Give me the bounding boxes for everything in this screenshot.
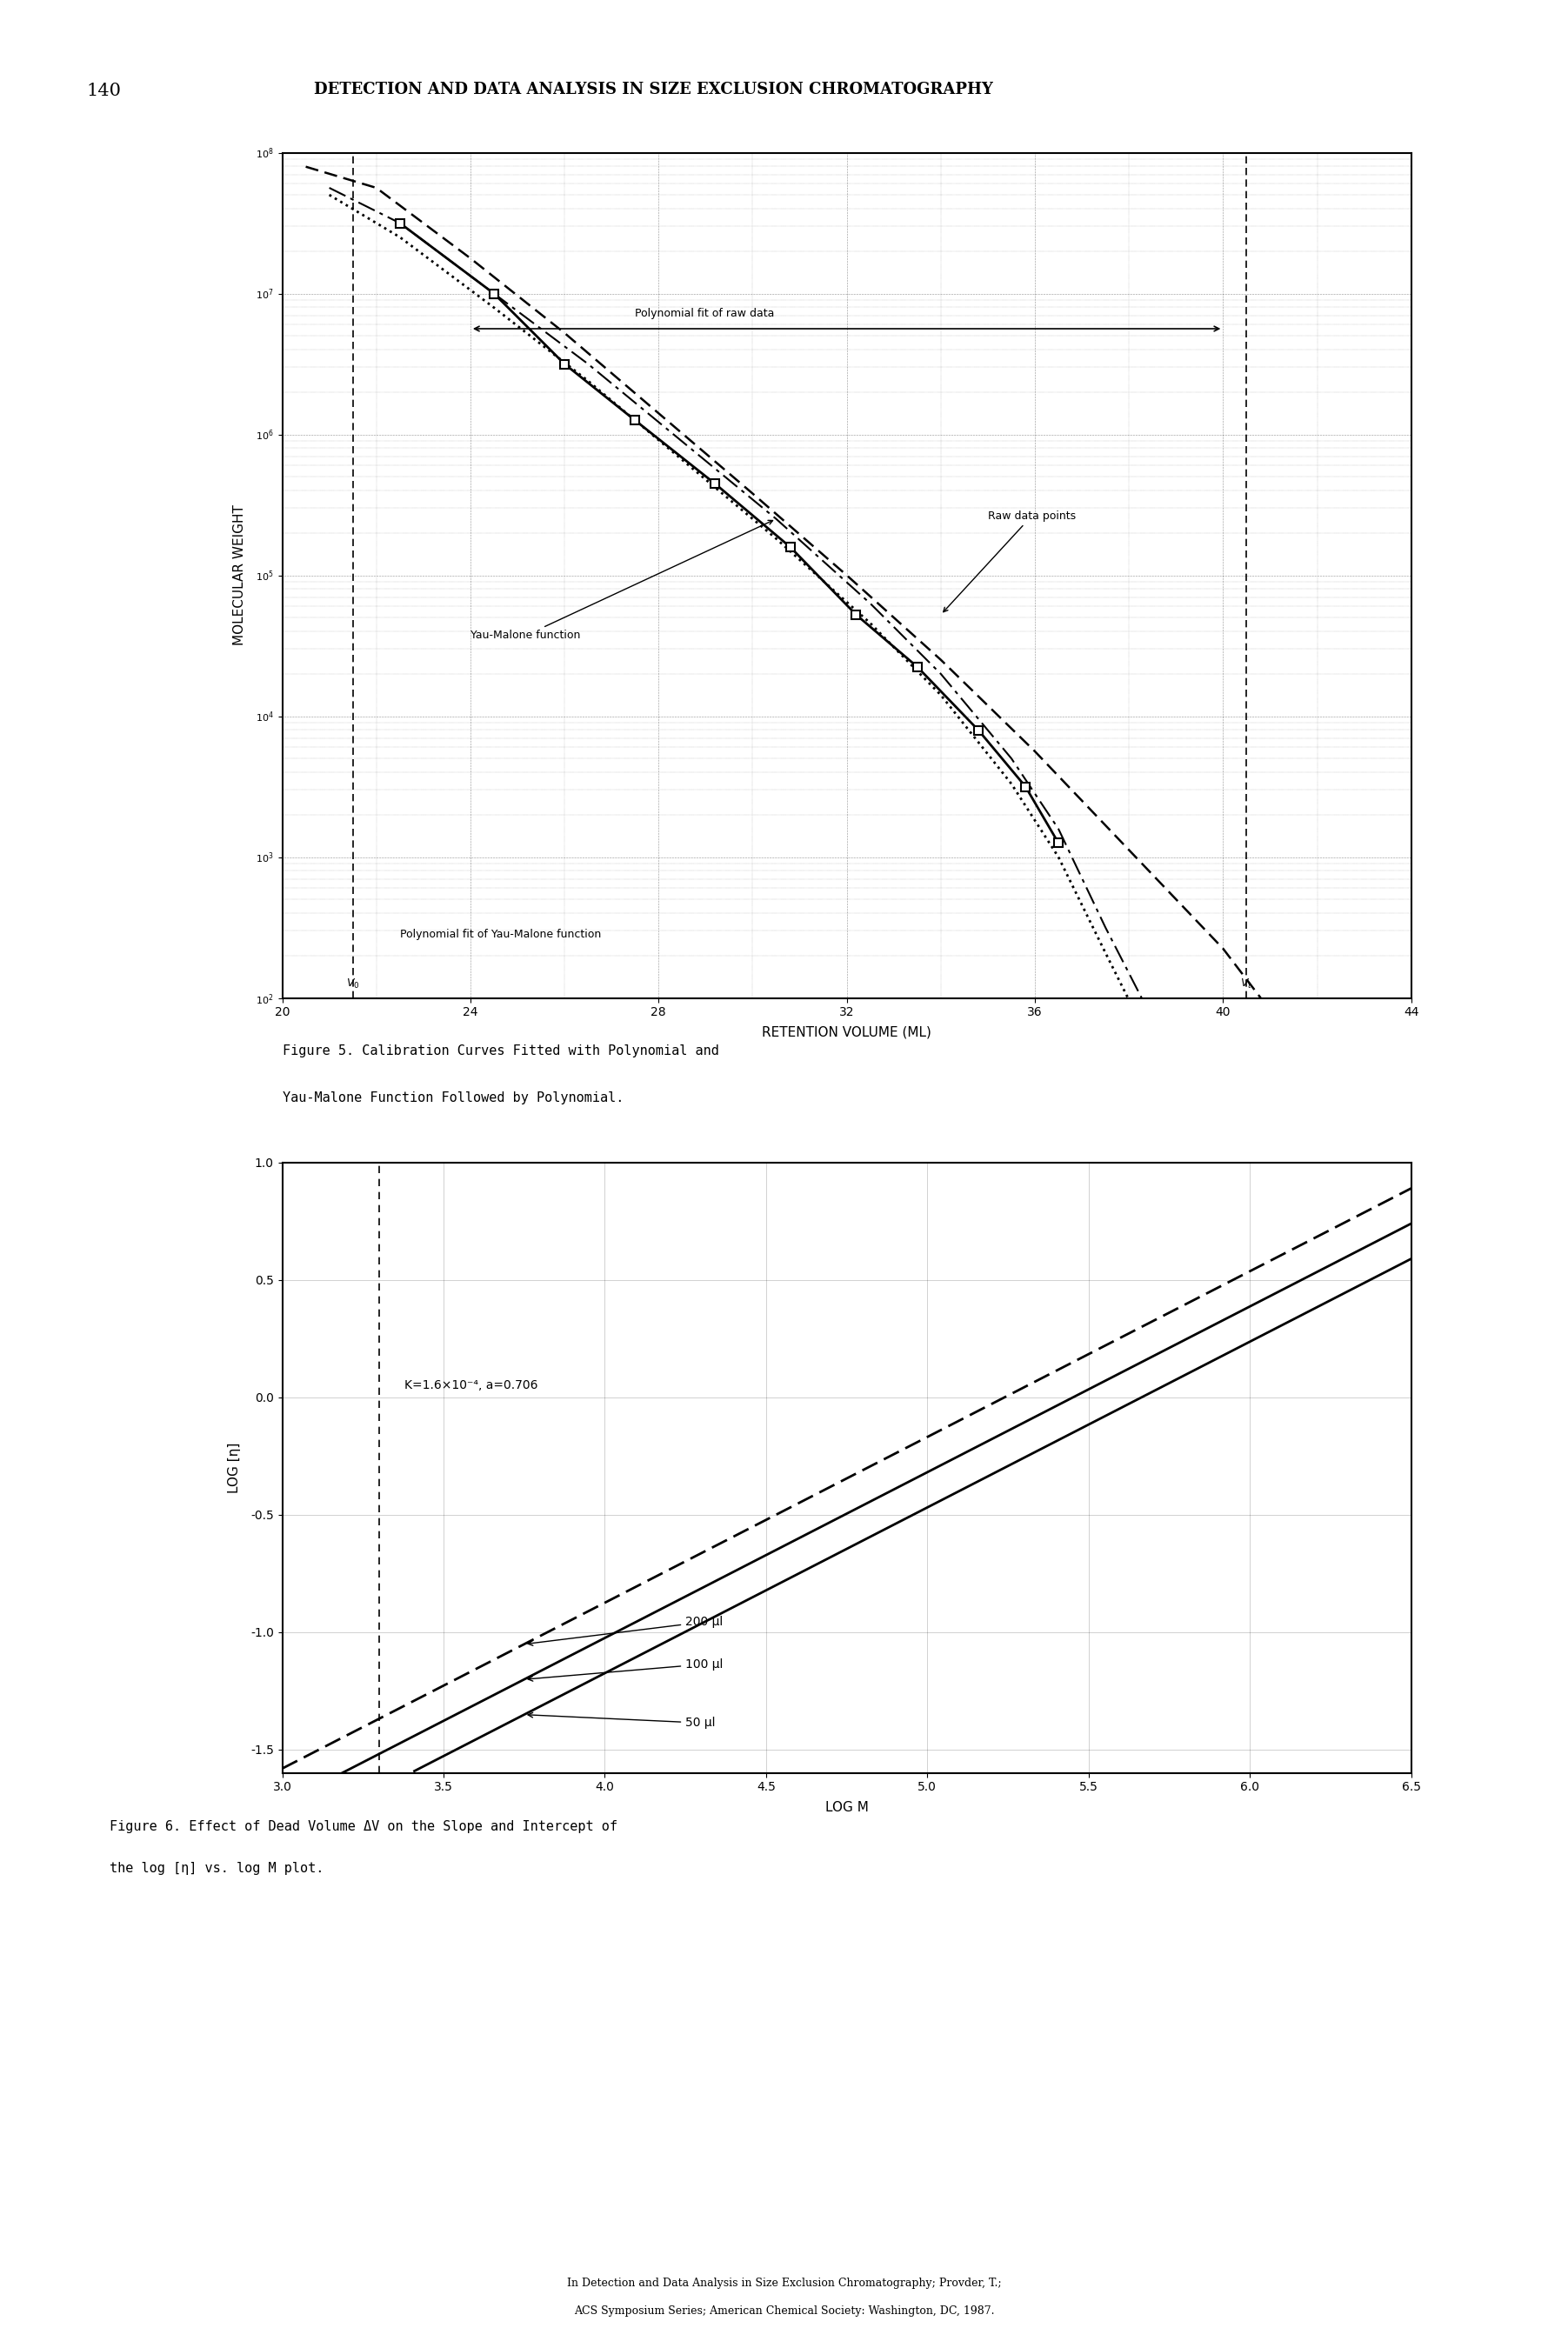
Text: 200 μl: 200 μl	[528, 1615, 723, 1646]
X-axis label: RETENTION VOLUME (ML): RETENTION VOLUME (ML)	[762, 1026, 931, 1038]
Y-axis label: MOLECULAR WEIGHT: MOLECULAR WEIGHT	[234, 505, 246, 646]
Text: DETECTION AND DATA ANALYSIS IN SIZE EXCLUSION CHROMATOGRAPHY: DETECTION AND DATA ANALYSIS IN SIZE EXCL…	[314, 82, 993, 99]
Text: ACS Symposium Series; American Chemical Society: Washington, DC, 1987.: ACS Symposium Series; American Chemical …	[574, 2306, 994, 2317]
Text: $V_t$: $V_t$	[1240, 977, 1253, 991]
Text: 140: 140	[86, 82, 121, 99]
Text: Figure 6. Effect of Dead Volume ΔV on the Slope and Intercept of: Figure 6. Effect of Dead Volume ΔV on th…	[110, 1820, 618, 1834]
Text: Yau-Malone Function Followed by Polynomial.: Yau-Malone Function Followed by Polynomi…	[282, 1092, 624, 1106]
Text: the log [η] vs. log M plot.: the log [η] vs. log M plot.	[110, 1862, 325, 1876]
Text: In Detection and Data Analysis in Size Exclusion Chromatography; Provder, T.;: In Detection and Data Analysis in Size E…	[566, 2278, 1002, 2289]
Y-axis label: LOG [η]: LOG [η]	[227, 1442, 241, 1493]
X-axis label: LOG M: LOG M	[825, 1801, 869, 1813]
Text: 50 μl: 50 μl	[528, 1712, 715, 1728]
Text: Polynomial fit of raw data: Polynomial fit of raw data	[635, 308, 775, 319]
Text: K=1.6×10⁻⁴, a=0.706: K=1.6×10⁻⁴, a=0.706	[405, 1378, 538, 1392]
Text: 100 μl: 100 μl	[528, 1658, 723, 1681]
Text: Figure 5. Calibration Curves Fitted with Polynomial and: Figure 5. Calibration Curves Fitted with…	[282, 1045, 718, 1059]
Text: $V_0$: $V_0$	[347, 977, 359, 991]
Text: Polynomial fit of Yau-Malone function: Polynomial fit of Yau-Malone function	[400, 930, 601, 939]
Text: Raw data points: Raw data points	[944, 510, 1076, 613]
Text: Yau-Malone function: Yau-Malone function	[470, 521, 773, 641]
